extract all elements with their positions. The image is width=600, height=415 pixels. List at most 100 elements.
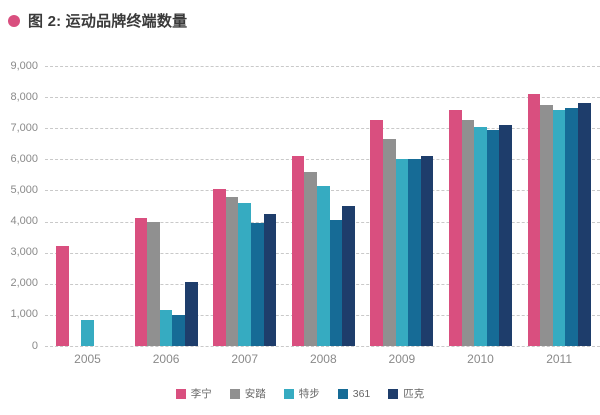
legend-item-匹克: 匹克 — [388, 386, 424, 401]
legend-swatch-icon — [283, 388, 294, 399]
bar-特步-2008 — [316, 185, 330, 346]
bar-安踏-2010 — [461, 120, 475, 346]
bar-slot — [304, 66, 317, 346]
bar-group-2009 — [370, 66, 434, 346]
bar-361-2011 — [565, 108, 578, 346]
bar-安踏-2011 — [540, 104, 553, 346]
bar-匹克-2008 — [342, 206, 355, 346]
bar-slot — [69, 66, 82, 346]
y-axis-tick-label: 5,000 — [10, 183, 38, 196]
bar-特步-2011 — [552, 109, 566, 346]
bar-slot — [540, 66, 553, 346]
bar-李宁-2005 — [56, 246, 69, 346]
bar-slot — [370, 66, 383, 346]
bar-slot — [342, 66, 355, 346]
bar-361-2006 — [172, 314, 185, 346]
bar-slot — [577, 66, 591, 346]
bar-361-2008 — [329, 220, 343, 346]
bar-slot — [316, 66, 330, 346]
bar-slot — [263, 66, 277, 346]
bar-slot — [159, 66, 173, 346]
gridline-7000 — [45, 128, 600, 130]
bar-slot — [565, 66, 578, 346]
bar-slot — [134, 66, 148, 346]
legend-label: 匹克 — [403, 388, 425, 400]
bar-slot — [250, 66, 264, 346]
bar-安踏-2007 — [225, 196, 239, 346]
y-axis-tick-label: 1,000 — [10, 308, 38, 321]
y-axis-tick-label: 8,000 — [10, 90, 38, 103]
bar-group-2007 — [213, 66, 277, 346]
legend-swatch-icon — [388, 388, 399, 399]
y-axis-tick-label: 4,000 — [10, 215, 38, 228]
bar-特步-2007 — [238, 202, 251, 346]
bar-slot — [552, 66, 566, 346]
legend-swatch-icon — [175, 388, 186, 399]
bar-slot — [408, 66, 421, 346]
x-axis-tick-label: 2005 — [74, 352, 101, 366]
gridline-0 — [45, 346, 600, 347]
chart-title-row: 图 2: 运动品牌终端数量 — [8, 10, 187, 31]
chart-legend: 李宁 安踏 特步 361 匹克 — [0, 386, 600, 401]
bar-group-2005 — [56, 66, 119, 346]
circle-bullet-icon — [8, 14, 20, 27]
bar-slot — [172, 66, 185, 346]
bar-特步-2010 — [474, 126, 487, 346]
bar-group-2010 — [449, 66, 512, 346]
bar-匹克-2009 — [420, 156, 434, 346]
y-axis-tick-label: 6,000 — [10, 152, 38, 165]
x-axis-tick-label: 2009 — [388, 352, 416, 366]
bar-361-2010 — [486, 129, 500, 346]
bar-特步-2009 — [395, 159, 409, 346]
bar-李宁-2010 — [449, 109, 462, 346]
gridline-6000 — [45, 159, 600, 161]
legend-label: 361 — [352, 387, 371, 400]
y-axis-tick-label: 0 — [31, 339, 38, 352]
bar-slot — [420, 66, 434, 346]
bar-slot — [184, 66, 198, 346]
bar-slot — [486, 66, 500, 346]
legend-label: 李宁 — [190, 388, 212, 400]
bar-slot — [527, 66, 541, 346]
bar-李宁-2007 — [213, 188, 226, 346]
bar-slot — [382, 66, 396, 346]
bar-李宁-2006 — [134, 218, 148, 346]
legend-label: 特步 — [298, 388, 320, 400]
bar-安踏-2008 — [304, 171, 317, 346]
bar-slot — [106, 66, 119, 346]
legend-item-特步: 特步 — [283, 386, 320, 401]
bar-匹克-2007 — [263, 213, 277, 346]
bar-slot — [499, 66, 512, 346]
bar-group-2011 — [527, 66, 591, 346]
bar-李宁-2009 — [370, 120, 383, 346]
y-axis-tick-label: 2,000 — [10, 277, 38, 290]
bar-匹克-2010 — [499, 125, 512, 346]
bar-slot — [291, 66, 305, 346]
bar-slot — [213, 66, 226, 346]
bar-特步-2006 — [159, 310, 173, 346]
bar-slot — [474, 66, 487, 346]
bar-slot — [395, 66, 409, 346]
bar-slot — [238, 66, 251, 346]
legend-item-李宁: 李宁 — [175, 386, 212, 401]
bar-group-2006 — [134, 66, 198, 346]
bar-slot — [147, 66, 160, 346]
chart-title: 图 2: 运动品牌终端数量 — [28, 13, 188, 30]
bar-361-2009 — [408, 159, 421, 346]
x-axis-tick-label: 2008 — [309, 352, 337, 366]
bar-slot — [225, 66, 239, 346]
bar-slot — [329, 66, 343, 346]
legend-item-安踏: 安踏 — [229, 386, 266, 401]
x-axis-tick-label: 2010 — [467, 352, 494, 366]
bar-slot — [81, 66, 94, 346]
bar-特步-2005 — [81, 319, 94, 346]
bar-slot — [461, 66, 475, 346]
legend-swatch-icon — [337, 388, 348, 399]
bar-slot — [56, 66, 69, 346]
bar-李宁-2008 — [291, 156, 305, 346]
gridline-8000 — [45, 97, 600, 99]
y-axis-tick-label: 7,000 — [10, 121, 38, 134]
gridline-9000 — [45, 66, 600, 67]
